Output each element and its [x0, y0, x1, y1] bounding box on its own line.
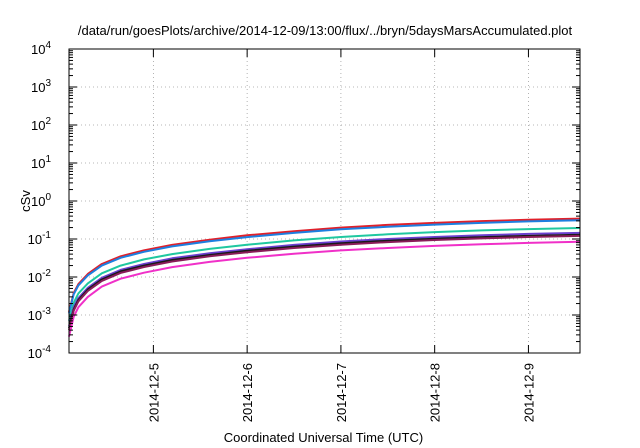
- y-tick-label: 103: [31, 78, 51, 95]
- series-line-7: [68, 240, 581, 337]
- series-line-4: [68, 231, 581, 327]
- series-line-6: [68, 234, 581, 331]
- y-axis-label: cSv: [18, 190, 33, 212]
- x-tick-label: 2014-12-9: [521, 363, 536, 422]
- series-line-2: [68, 219, 581, 314]
- y-tick-label: 102: [31, 116, 51, 133]
- x-tick-label: 2014-12-5: [146, 363, 161, 422]
- y-tick-label: 104: [31, 40, 51, 57]
- x-tick-label: 2014-12-6: [240, 363, 255, 422]
- y-tick-label: 10-2: [28, 268, 52, 285]
- y-tick-label: 10-3: [28, 306, 52, 323]
- x-tick-label: 2014-12-8: [428, 363, 443, 422]
- y-tick-label: 101: [31, 154, 51, 171]
- y-tick-label: 10-4: [28, 344, 52, 361]
- series-line-5: [68, 233, 581, 329]
- series-layer: [68, 217, 581, 337]
- series-line-3: [68, 227, 581, 322]
- x-axis-label: Coordinated Universal Time (UTC): [224, 430, 423, 445]
- y-tick-label: 10-1: [28, 230, 52, 247]
- grid: [69, 49, 580, 353]
- axis-ticks: 10-4 10-3 10-2 10-1 100 101 102 103 104 2014-12-5…: [28, 40, 580, 422]
- chart-title: /data/run/goesPlots/archive/2014-12-09/1…: [78, 23, 573, 38]
- x-tick-label: 2014-12-7: [334, 363, 349, 422]
- y-tick-label: 100: [31, 192, 51, 209]
